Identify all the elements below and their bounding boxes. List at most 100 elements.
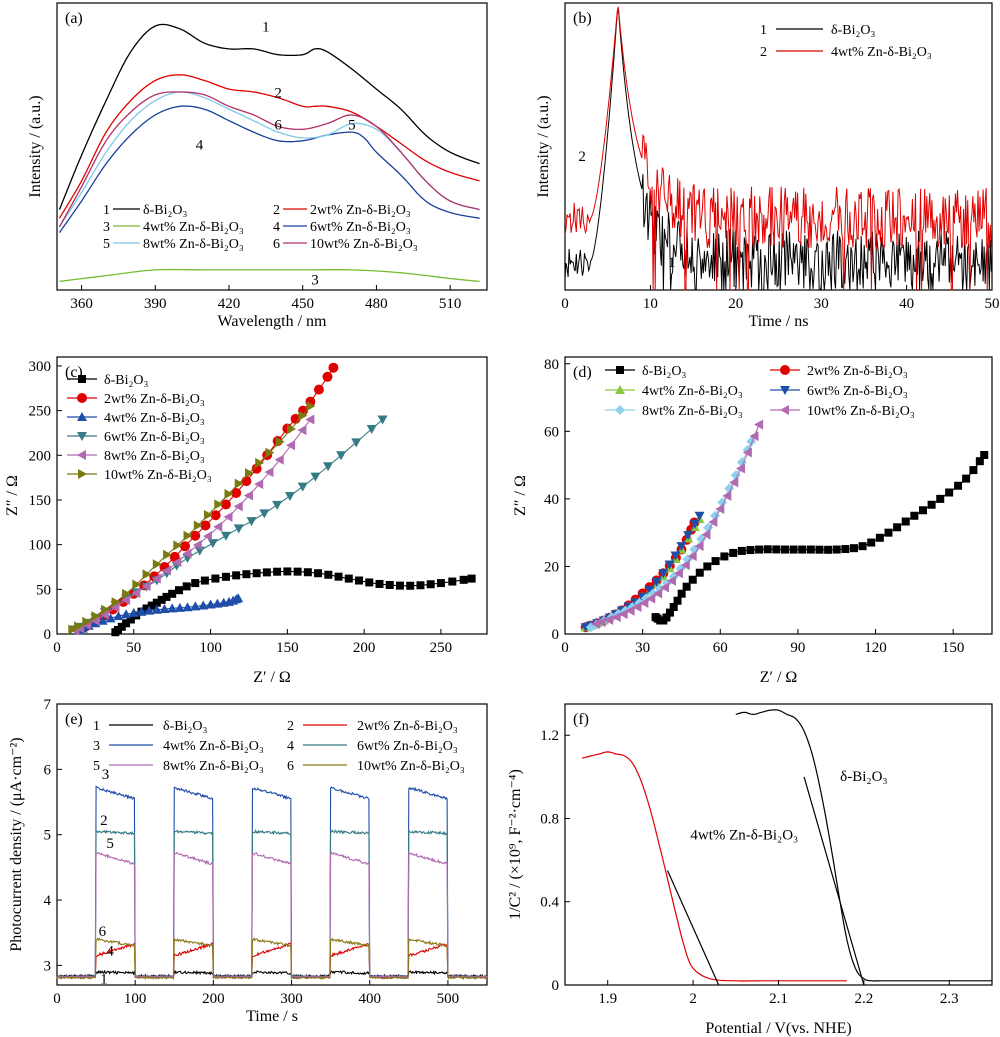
panel-c-ytick-label: 50 <box>36 582 51 598</box>
panel-b-xtick-label: 50 <box>985 296 1000 312</box>
panel-c-series-5-point <box>101 604 111 615</box>
panel-e-series-2-line <box>56 941 488 980</box>
panel-c-legend-marker <box>77 412 87 421</box>
panel-c-series-4-point <box>162 565 172 576</box>
panel-c-series-0-point <box>436 579 445 588</box>
panel-d-ytick-label: 60 <box>544 424 559 440</box>
panel-d-series-0-point <box>927 500 936 509</box>
panel-a-xtick-label: 360 <box>70 296 93 312</box>
panel-c-series-1-point <box>328 362 339 373</box>
panel-a-xlabel: Wavelength / nm <box>218 313 327 330</box>
panel-c-ytick-label: 100 <box>29 538 52 554</box>
panel-d-series-4-point <box>703 522 714 533</box>
panel-c-xlabel: Z′ / Ω <box>253 669 291 686</box>
panel-d-series-4-point <box>724 483 735 494</box>
panel-f-xtick-label: 2.2 <box>855 991 874 1007</box>
panel-d-ytick-label: 40 <box>544 492 559 508</box>
panel-c-series-1-point <box>210 510 221 521</box>
panel-f-xtick-label: 2 <box>689 991 697 1007</box>
panel-a-series-6-line <box>58 91 480 228</box>
panel-c-series-0-point <box>126 615 135 624</box>
panel-f-series-2-line <box>803 776 865 986</box>
panel-c-legend-text: 10wt% Zn-δ-Bi₂O₃ <box>104 468 212 483</box>
panel-c-series-5-point <box>204 509 214 520</box>
panel-c-series-3-point <box>194 546 205 556</box>
panel-c-ytick-label: 150 <box>29 493 52 509</box>
panel-a-xtick-label: 390 <box>144 296 167 312</box>
panel-c-legend-marker <box>77 450 86 460</box>
panel-c-series-5-point <box>224 489 234 500</box>
panel-c-series-0-point <box>385 580 394 589</box>
panel-b-legend-num: 1 <box>760 23 767 38</box>
panel-a-curve-label: 5 <box>348 117 356 133</box>
panel-c-ytick-label: 200 <box>29 448 52 464</box>
panel-d-xtick-label: 90 <box>790 640 805 656</box>
panel-e-legend-num: 3 <box>93 739 100 754</box>
panel-d-series-5-point <box>729 477 739 488</box>
panel-a-curve-label: 6 <box>274 117 282 133</box>
panel-d-series-5-point <box>715 504 725 515</box>
panel-c-series-0-point <box>406 581 415 590</box>
panel-c-series-0-point <box>324 570 333 579</box>
panel-d-series-5-point <box>618 609 628 620</box>
panel-a-series-2-line <box>58 74 480 219</box>
panel-b-legend-text: 4wt% Zn-δ-Bi₂O₃ <box>831 45 932 60</box>
panel-a-curve-label: 3 <box>311 272 319 288</box>
panel-d-series-0-point <box>832 545 841 554</box>
panel-c-series-4-point <box>192 539 202 550</box>
panel-d-series-5-point <box>708 517 718 528</box>
panel-b-xlabel: Time / ns <box>749 313 809 330</box>
panel-c-series-2-point <box>159 603 170 613</box>
panel-c-ytick-label: 250 <box>29 404 52 420</box>
panel-c-series-5-point <box>234 478 244 489</box>
panel-a-legend-text: δ-Bi₂O₃ <box>143 203 187 218</box>
panel-d-series-0-point <box>737 546 746 555</box>
panel-d-series-5-point <box>749 431 759 442</box>
panel-c-legend-marker <box>77 393 87 403</box>
panel-d-series-3-point <box>644 585 655 595</box>
panel-d-series-3-point <box>664 560 675 570</box>
panel-d-series-5-point <box>591 618 601 629</box>
panel-a-legend-num: 2 <box>273 203 280 218</box>
panel-c-series-0-point <box>142 604 151 613</box>
panel-b-label: (b) <box>573 10 592 27</box>
panel-c-series-4-point <box>141 581 151 592</box>
panel-c-series-0-point <box>152 598 161 607</box>
panel-d-xtick-label: 0 <box>561 640 569 656</box>
panel-d-series-5-point <box>666 575 676 586</box>
panel-c-series-2-point <box>205 599 216 609</box>
panel-c-series-0-point <box>293 567 302 576</box>
panel-c-series-5-point <box>122 588 132 599</box>
panel-d-series-0-point <box>954 481 963 490</box>
panel-c-series-5-point <box>298 410 308 421</box>
panel-d-series-0-point <box>901 517 910 526</box>
panel-c-series-5-point <box>306 401 316 412</box>
panel-c-series-2-point <box>190 601 201 611</box>
panel-c-series-5-point <box>183 530 193 541</box>
panel-a-legend-text: 6wt% Zn-δ-Bi₂O₃ <box>310 220 411 235</box>
panel-c-series-1-point <box>220 499 231 510</box>
panel-c-series-0-point <box>395 581 404 590</box>
panel-d-series-0-point <box>673 596 682 605</box>
panel-c-legend-text: 2wt% Zn-δ-Bi₂O₃ <box>104 392 205 407</box>
panel-e-legend-num: 2 <box>287 719 294 734</box>
panel-c-series-0-point <box>283 567 292 576</box>
panel-c-series-0-point <box>168 589 177 598</box>
panel-d-series-5-point <box>611 612 621 623</box>
panel-c-series-5-point <box>163 549 173 560</box>
panel-d-series-0-point <box>815 545 824 554</box>
panel-c-series-2-point <box>151 604 162 614</box>
panel-c-series-3-point <box>272 500 283 510</box>
panel-e-legend-text: 6wt% Zn-δ-Bi₂O₃ <box>357 739 458 754</box>
panel-f-frame <box>564 703 993 986</box>
panel-c-series-3-point <box>284 491 295 501</box>
panel-c-series-0-point <box>221 572 230 581</box>
panel-c-series-1-point <box>179 541 190 552</box>
panel-f-xtick-label: 1.9 <box>598 991 617 1007</box>
panel-d-series-0-point <box>703 562 712 571</box>
panel-c-series-2-point <box>182 602 193 612</box>
panel-e-legend-text: 10wt% Zn-δ-Bi₂O₃ <box>357 759 465 774</box>
panel-d-series-5-point <box>673 568 683 579</box>
panel-e-ytick-label: 4 <box>44 893 52 909</box>
